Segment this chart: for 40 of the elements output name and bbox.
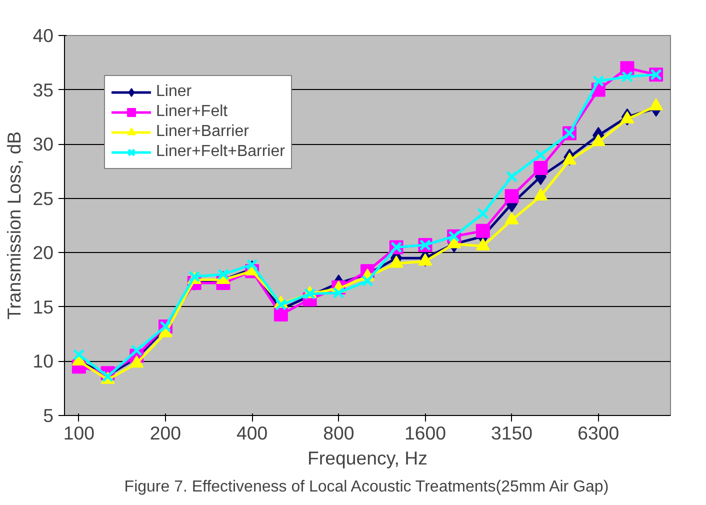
point <box>217 268 230 280</box>
point <box>476 224 490 238</box>
x-tick-label: 800 <box>323 422 354 444</box>
point <box>332 286 344 299</box>
x-tick-label: 3150 <box>491 422 533 444</box>
y-tick-label: 40 <box>32 25 54 46</box>
point <box>304 288 316 300</box>
point <box>73 348 85 361</box>
y-tick-label: 15 <box>32 296 54 318</box>
point <box>620 61 634 76</box>
point <box>621 70 634 83</box>
point <box>592 75 604 87</box>
x-tick-label: 100 <box>63 422 95 444</box>
legend-label: Liner+Felt+Barrier <box>156 143 285 161</box>
y-tick-label: 20 <box>32 242 54 264</box>
point <box>246 258 258 270</box>
point <box>130 344 142 356</box>
y-tick-label: 35 <box>32 79 54 100</box>
point <box>504 189 519 204</box>
caption: Figure 7. Effectiveness of Local Acoustic Treatments(25mm Air Gap) <box>124 478 609 496</box>
point <box>274 308 288 322</box>
x-axis-title: Frequency, Hz <box>308 448 428 468</box>
x-tick-label: 200 <box>150 422 182 444</box>
point <box>362 275 374 287</box>
point <box>506 170 518 182</box>
point <box>477 208 489 220</box>
point <box>534 149 546 161</box>
y-axis-title: Transmission Loss, dB <box>4 131 25 320</box>
point <box>275 298 287 311</box>
y-tick-label: 25 <box>32 188 54 209</box>
point <box>534 160 548 175</box>
y-tick-label: 5 <box>43 405 54 426</box>
x-tick-label: 6300 <box>578 422 620 444</box>
y-tick-label: 30 <box>32 134 54 155</box>
legend-label: Liner+Felt <box>156 103 228 121</box>
legend-label: Liner <box>156 83 192 101</box>
legend-label: Liner+Barrier <box>156 123 249 141</box>
x-tick-label: 1600 <box>404 422 446 444</box>
x-tick-label: 400 <box>236 422 268 444</box>
y-tick-label: 10 <box>32 350 54 372</box>
